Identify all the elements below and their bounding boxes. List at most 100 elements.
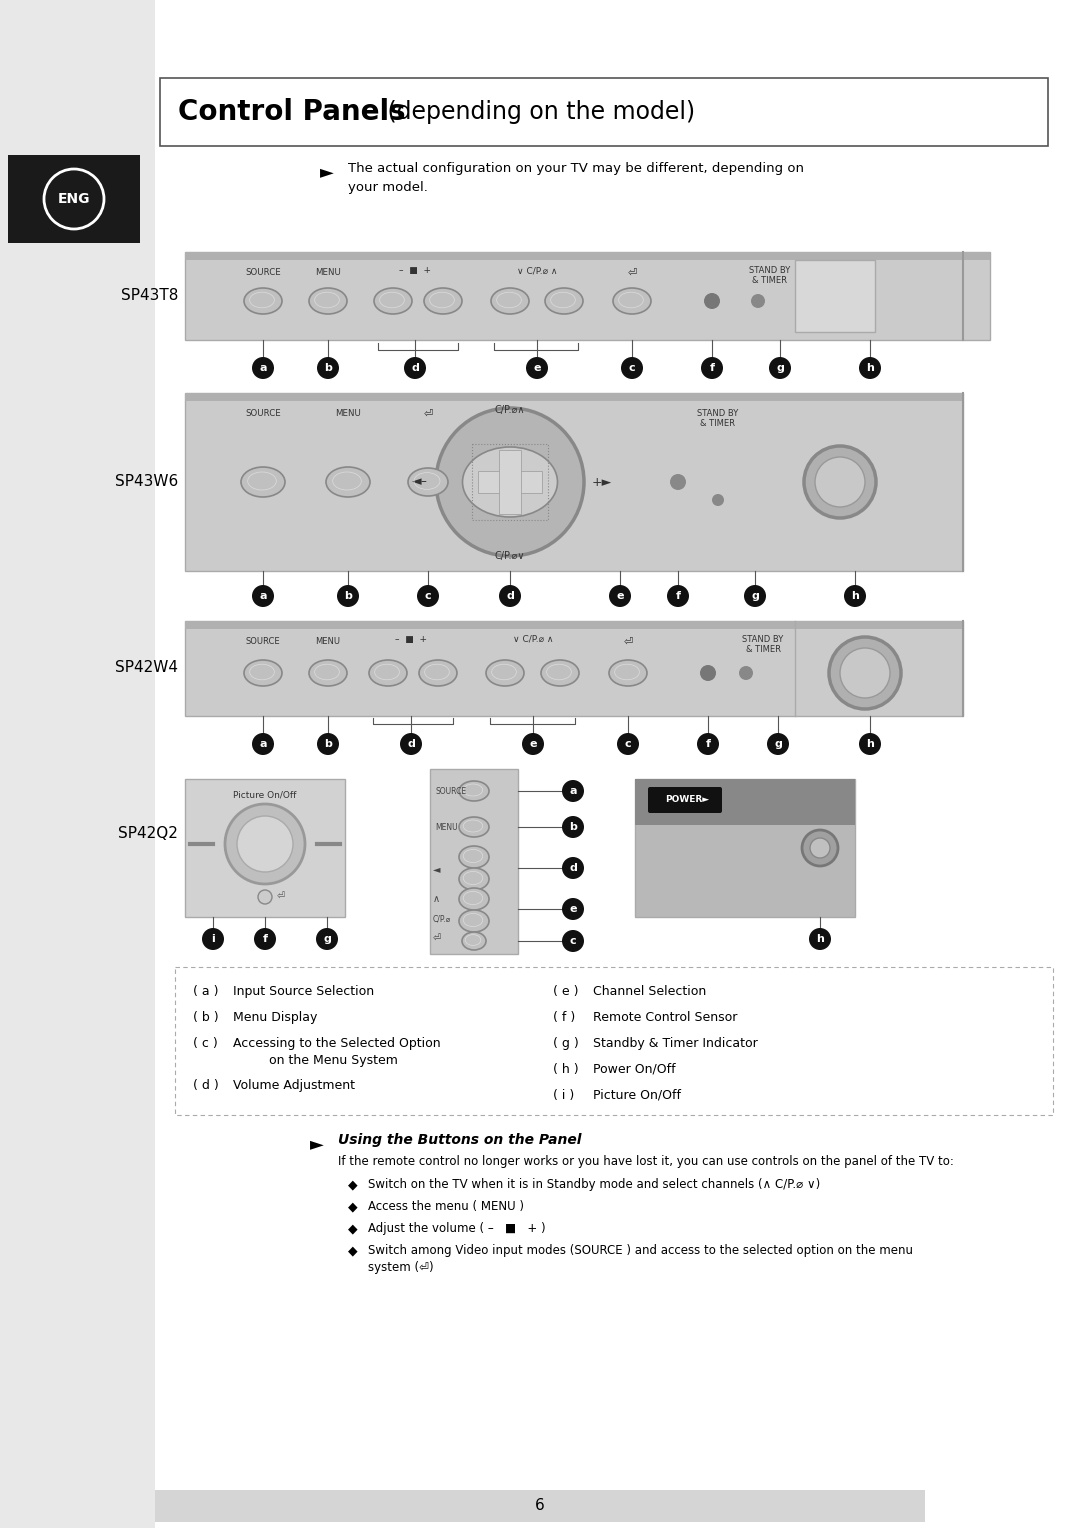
Circle shape xyxy=(562,816,584,837)
Circle shape xyxy=(697,733,719,755)
FancyBboxPatch shape xyxy=(478,471,542,494)
Circle shape xyxy=(318,358,339,379)
Text: f: f xyxy=(705,740,711,749)
Text: h: h xyxy=(866,740,874,749)
Circle shape xyxy=(859,733,881,755)
FancyBboxPatch shape xyxy=(175,967,1053,1115)
Text: ►: ► xyxy=(320,163,334,180)
Text: SOURCE: SOURCE xyxy=(435,787,467,796)
Text: h: h xyxy=(866,364,874,373)
Ellipse shape xyxy=(459,911,489,932)
Text: f: f xyxy=(262,934,268,944)
Circle shape xyxy=(417,585,438,607)
FancyBboxPatch shape xyxy=(185,252,990,341)
Circle shape xyxy=(318,733,339,755)
Circle shape xyxy=(202,927,224,950)
Text: ◆: ◆ xyxy=(348,1222,357,1235)
Text: g: g xyxy=(777,364,784,373)
Text: Using the Buttons on the Panel: Using the Buttons on the Panel xyxy=(338,1132,581,1148)
Text: Picture On/Off: Picture On/Off xyxy=(233,792,297,801)
FancyBboxPatch shape xyxy=(185,252,990,260)
FancyBboxPatch shape xyxy=(156,1490,924,1522)
Circle shape xyxy=(621,358,643,379)
Text: MENU: MENU xyxy=(435,822,458,831)
Text: SOURCE: SOURCE xyxy=(245,267,281,277)
Circle shape xyxy=(769,358,791,379)
Text: c: c xyxy=(569,937,577,946)
FancyBboxPatch shape xyxy=(185,393,963,571)
Text: STAND BY
& TIMER: STAND BY & TIMER xyxy=(698,410,739,428)
Text: d: d xyxy=(569,863,577,872)
Text: ◆: ◆ xyxy=(348,1178,357,1190)
Text: Accessing to the Selected Option
         on the Menu System: Accessing to the Selected Option on the … xyxy=(233,1038,441,1067)
FancyBboxPatch shape xyxy=(635,779,855,917)
Text: Channel Selection: Channel Selection xyxy=(593,986,706,998)
Text: Remote Control Sensor: Remote Control Sensor xyxy=(593,1012,738,1024)
Circle shape xyxy=(258,889,272,905)
Ellipse shape xyxy=(804,446,876,518)
Text: SOURCE: SOURCE xyxy=(245,410,281,419)
FancyBboxPatch shape xyxy=(795,260,875,332)
Ellipse shape xyxy=(459,888,489,911)
FancyBboxPatch shape xyxy=(185,393,963,400)
Circle shape xyxy=(767,733,789,755)
Text: ◆: ◆ xyxy=(348,1244,357,1258)
Ellipse shape xyxy=(840,648,890,698)
Circle shape xyxy=(254,927,276,950)
Text: ∨ C/P.⌀ ∧: ∨ C/P.⌀ ∧ xyxy=(516,266,557,275)
Ellipse shape xyxy=(459,817,489,837)
Text: f: f xyxy=(710,364,715,373)
Circle shape xyxy=(562,898,584,920)
Circle shape xyxy=(252,585,274,607)
Circle shape xyxy=(404,358,426,379)
Text: Switch among Video input modes (SOURCE ) and access to the selected option on th: Switch among Video input modes (SOURCE )… xyxy=(368,1244,913,1274)
Text: a: a xyxy=(259,364,267,373)
Circle shape xyxy=(562,779,584,802)
FancyBboxPatch shape xyxy=(0,0,156,1528)
Ellipse shape xyxy=(424,287,462,313)
FancyBboxPatch shape xyxy=(635,779,855,825)
Text: ( d ): ( d ) xyxy=(193,1079,219,1093)
Text: ( i ): ( i ) xyxy=(553,1089,575,1102)
Text: c: c xyxy=(629,364,635,373)
Text: POWER►: POWER► xyxy=(665,796,710,805)
Text: f: f xyxy=(675,591,680,601)
FancyBboxPatch shape xyxy=(185,620,963,717)
Text: g: g xyxy=(774,740,782,749)
Text: g: g xyxy=(751,591,759,601)
Text: i: i xyxy=(211,934,215,944)
Text: ►: ► xyxy=(310,1135,324,1154)
Circle shape xyxy=(843,585,866,607)
Text: ◄: ◄ xyxy=(433,863,441,874)
Text: Input Source Selection: Input Source Selection xyxy=(233,986,374,998)
Text: Access the menu ( MENU ): Access the menu ( MENU ) xyxy=(368,1199,524,1213)
FancyBboxPatch shape xyxy=(499,451,521,513)
FancyBboxPatch shape xyxy=(160,78,1048,147)
Circle shape xyxy=(810,837,831,859)
Circle shape xyxy=(609,585,631,607)
Ellipse shape xyxy=(241,468,285,497)
Text: STAND BY
& TIMER: STAND BY & TIMER xyxy=(750,266,791,286)
Ellipse shape xyxy=(609,660,647,686)
Ellipse shape xyxy=(309,287,347,313)
Circle shape xyxy=(701,358,723,379)
FancyBboxPatch shape xyxy=(648,787,723,813)
Text: ( g ): ( g ) xyxy=(553,1038,579,1050)
Ellipse shape xyxy=(374,287,411,313)
Circle shape xyxy=(237,816,293,872)
Circle shape xyxy=(400,733,422,755)
Text: Power On/Off: Power On/Off xyxy=(593,1063,676,1076)
Circle shape xyxy=(526,358,548,379)
Circle shape xyxy=(712,494,724,506)
Text: ⏎: ⏎ xyxy=(423,410,433,419)
Circle shape xyxy=(499,585,521,607)
Ellipse shape xyxy=(326,468,370,497)
Text: ( b ): ( b ) xyxy=(193,1012,218,1024)
Text: ( f ): ( f ) xyxy=(553,1012,576,1024)
Circle shape xyxy=(316,927,338,950)
Circle shape xyxy=(562,931,584,952)
Ellipse shape xyxy=(408,468,448,497)
Text: g: g xyxy=(323,934,330,944)
Ellipse shape xyxy=(541,660,579,686)
Ellipse shape xyxy=(459,847,489,868)
